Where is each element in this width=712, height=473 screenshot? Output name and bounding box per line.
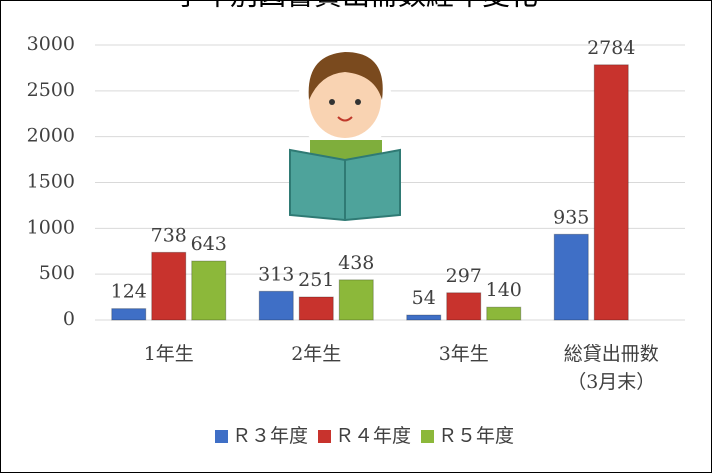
page: 学年別図書貸出冊数経年変化 0 500 1000 1500 2000 2500 3000 12… [0, 0, 712, 473]
bar [407, 315, 441, 320]
value-label: 297 [446, 265, 482, 287]
y-tick-label: 2000 [27, 125, 75, 147]
value-label: 643 [191, 233, 227, 255]
y-tick-label: 2500 [27, 79, 75, 101]
value-label: 54 [412, 287, 436, 309]
bar [259, 291, 293, 320]
x-tick-label: 1年生 [94, 340, 244, 368]
bar [112, 309, 146, 320]
bar [339, 280, 373, 320]
legend-label: Ｒ３年度 [232, 425, 308, 447]
legend-label: Ｒ５年度 [438, 425, 514, 447]
y-tick-label: 1000 [27, 216, 75, 238]
value-label: 738 [151, 224, 187, 246]
bar [554, 234, 588, 320]
x-tick-label: 3年生 [389, 340, 539, 368]
value-label: 251 [298, 269, 334, 291]
bar [447, 293, 481, 320]
value-label: 140 [486, 279, 522, 301]
bar [594, 65, 628, 320]
y-tick-label: 3000 [27, 33, 75, 55]
value-label: 2784 [587, 37, 635, 59]
legend-swatch [318, 430, 331, 443]
value-label: 438 [338, 252, 374, 274]
value-label: 124 [111, 281, 147, 303]
value-label: 313 [258, 263, 294, 285]
bar [152, 252, 186, 320]
y-tick-label: 0 [63, 308, 75, 330]
legend-swatch [421, 430, 434, 443]
x-tick-label: 2年生 [241, 340, 391, 368]
legend-label: Ｒ４年度 [335, 425, 411, 447]
x-tick-label: 総貸出冊数 （3月末） [536, 340, 686, 396]
y-tick-label: 1500 [27, 171, 75, 193]
bar [299, 297, 333, 320]
bar [192, 261, 226, 320]
legend-swatch [215, 430, 228, 443]
value-label: 935 [553, 206, 589, 228]
chart: 学年別図書貸出冊数経年変化 0 500 1000 1500 2000 2500 3000 12… [0, 0, 712, 473]
bar [487, 307, 521, 320]
y-tick-label: 500 [39, 262, 75, 284]
chart-title: 学年別図書貸出冊数経年変化 [174, 0, 538, 12]
